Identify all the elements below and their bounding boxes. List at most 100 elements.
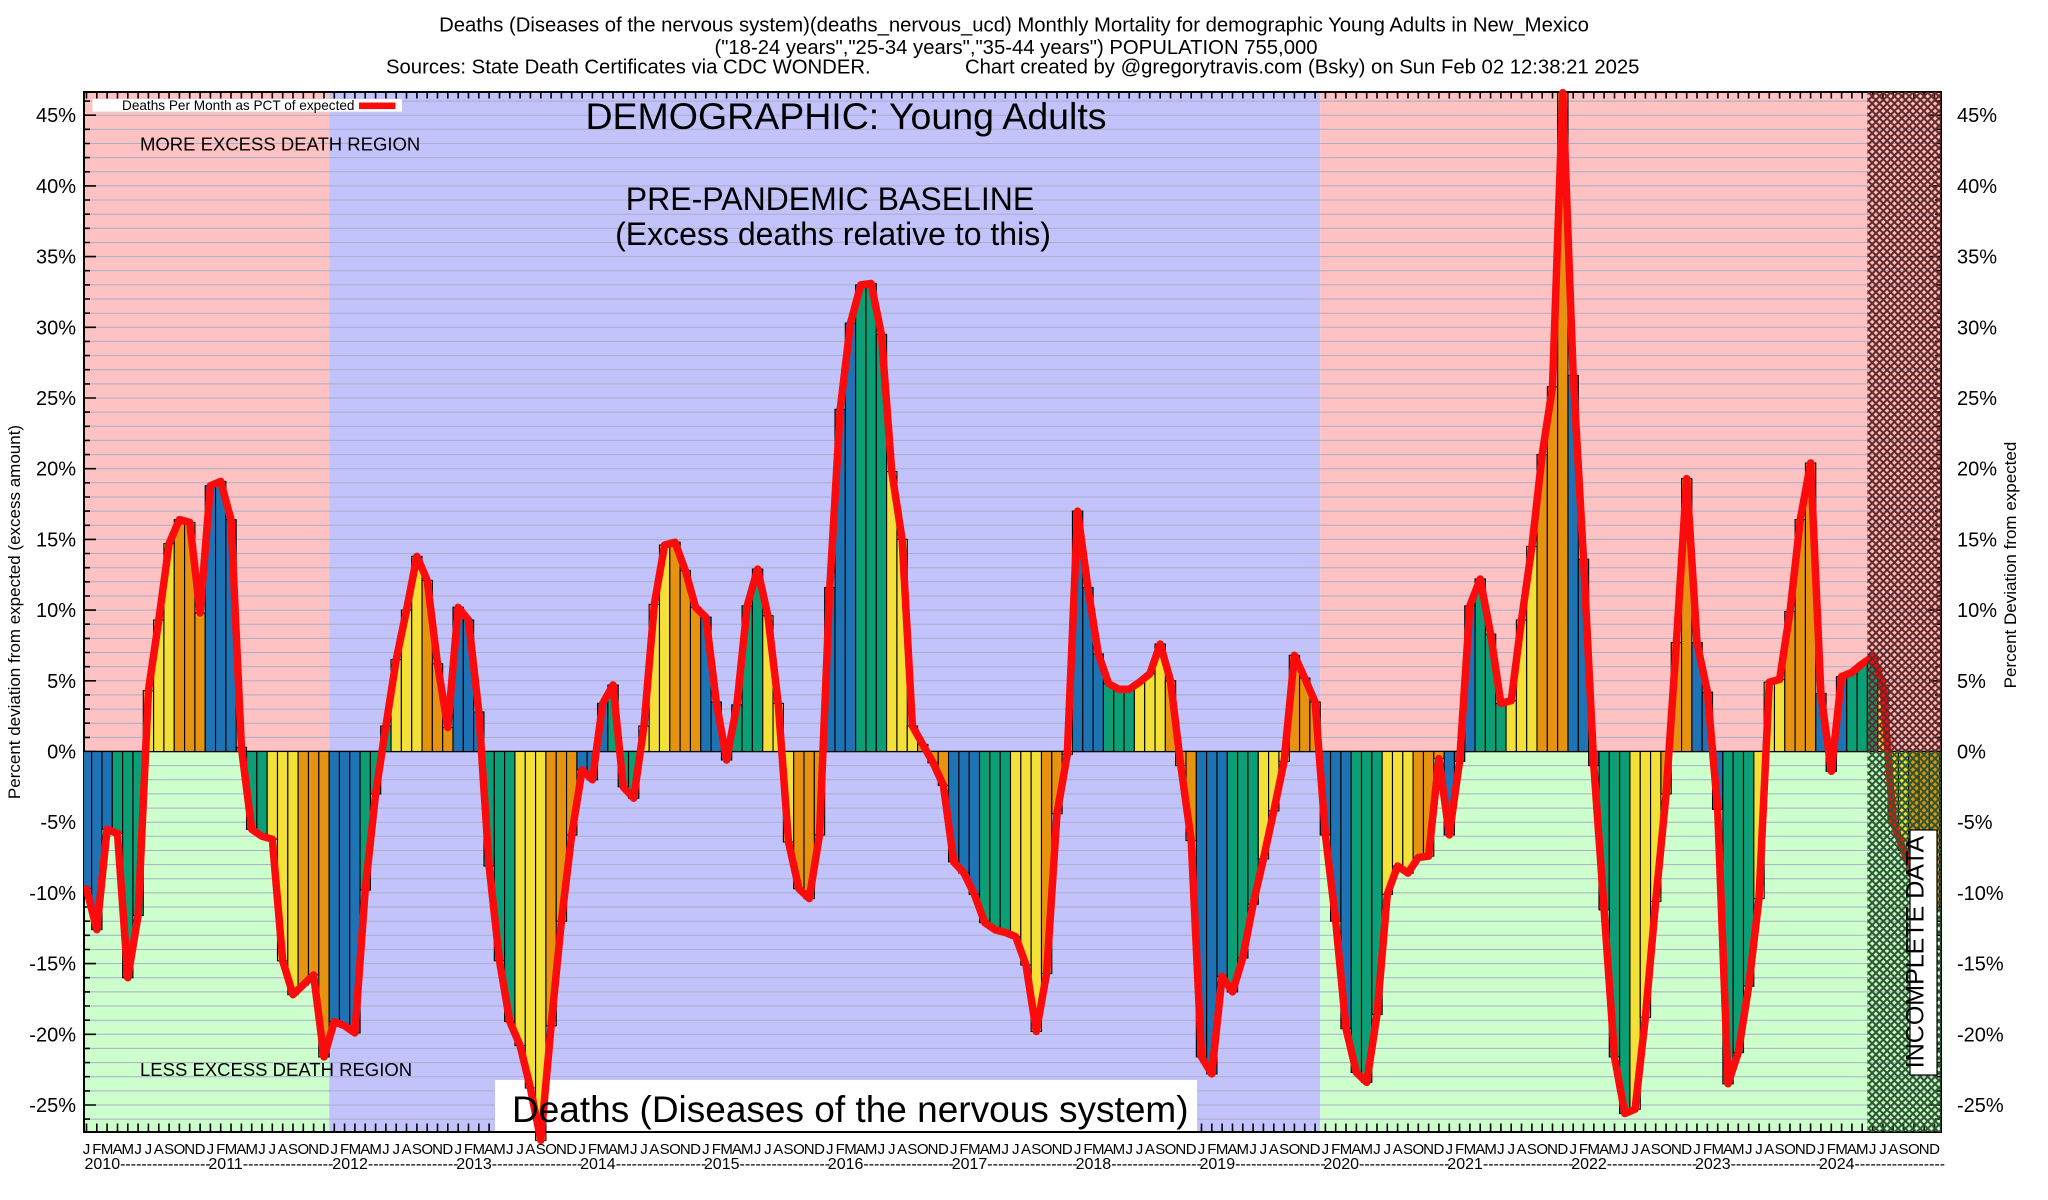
svg-text:N: N xyxy=(928,1141,939,1158)
svg-text:A: A xyxy=(360,1141,370,1158)
svg-text:O: O xyxy=(1165,1141,1177,1158)
svg-text:2024-----------------: 2024----------------- xyxy=(1819,1156,1945,1173)
svg-text:M: M xyxy=(1835,1141,1848,1158)
svg-text:A: A xyxy=(1516,1141,1526,1158)
svg-text:M: M xyxy=(1608,1141,1621,1158)
svg-text:D: D xyxy=(1062,1141,1073,1158)
svg-text:2020-----------------: 2020----------------- xyxy=(1323,1156,1449,1173)
svg-text:D: D xyxy=(195,1141,206,1158)
svg-text:S: S xyxy=(1527,1141,1537,1158)
svg-text:N: N xyxy=(556,1141,567,1158)
svg-text:N: N xyxy=(680,1141,691,1158)
svg-text:A: A xyxy=(154,1141,164,1158)
svg-text:A: A xyxy=(236,1141,246,1158)
svg-text:F: F xyxy=(712,1141,721,1158)
svg-text:J: J xyxy=(578,1141,586,1158)
svg-text:N: N xyxy=(1547,1141,1558,1158)
svg-text:J: J xyxy=(454,1141,462,1158)
svg-text:J: J xyxy=(1373,1141,1381,1158)
svg-text:A: A xyxy=(1227,1141,1237,1158)
svg-text:M: M xyxy=(1732,1141,1745,1158)
svg-text:J: J xyxy=(382,1141,390,1158)
svg-text:J: J xyxy=(950,1141,958,1158)
svg-text:N: N xyxy=(1795,1141,1806,1158)
svg-text:Percent deviation from expecte: Percent deviation from expected (excess … xyxy=(5,425,24,799)
svg-text:A: A xyxy=(1723,1141,1733,1158)
svg-text:J: J xyxy=(630,1141,638,1158)
svg-text:N: N xyxy=(1175,1141,1186,1158)
svg-text:15%: 15% xyxy=(36,529,76,551)
svg-text:J: J xyxy=(1879,1141,1887,1158)
svg-text:J: J xyxy=(1074,1141,1082,1158)
svg-text:20%: 20% xyxy=(1957,459,1997,481)
svg-text:S: S xyxy=(783,1141,793,1158)
svg-text:J: J xyxy=(1322,1141,1330,1158)
svg-text:M: M xyxy=(1237,1141,1250,1158)
svg-text:Percent Deviation from expecte: Percent Deviation from expected xyxy=(2001,442,2020,689)
svg-text:Deaths (Diseases of the nervou: Deaths (Diseases of the nervous system)(… xyxy=(439,15,1589,37)
svg-text:-5%: -5% xyxy=(40,812,76,834)
svg-text:M: M xyxy=(1113,1141,1126,1158)
svg-text:MORE EXCESS DEATH REGION: MORE EXCESS DEATH REGION xyxy=(140,134,420,155)
svg-text:A: A xyxy=(112,1141,122,1158)
svg-text:O: O xyxy=(1536,1141,1548,1158)
svg-text:M: M xyxy=(844,1141,857,1158)
svg-text:A: A xyxy=(732,1141,742,1158)
svg-text:-15%: -15% xyxy=(29,954,76,976)
svg-text:2011-----------------: 2011----------------- xyxy=(208,1156,333,1173)
svg-text:-15%: -15% xyxy=(1957,954,2004,976)
svg-text:J: J xyxy=(1631,1141,1639,1158)
svg-text:F: F xyxy=(1207,1141,1216,1158)
svg-text:F: F xyxy=(216,1141,225,1158)
svg-text:J: J xyxy=(1755,1141,1763,1158)
svg-text:J: J xyxy=(516,1141,524,1158)
svg-text:J: J xyxy=(269,1141,277,1158)
svg-text:10%: 10% xyxy=(36,600,76,622)
svg-text:O: O xyxy=(669,1141,681,1158)
svg-text:D: D xyxy=(319,1141,330,1158)
svg-text:2010-----------------: 2010----------------- xyxy=(85,1156,211,1173)
svg-text:N: N xyxy=(804,1141,815,1158)
svg-text:J: J xyxy=(764,1141,772,1158)
svg-text:M: M xyxy=(473,1141,486,1158)
svg-text:40%: 40% xyxy=(1957,176,1997,198)
svg-text:M: M xyxy=(1711,1141,1724,1158)
svg-text:J: J xyxy=(1869,1141,1877,1158)
svg-text:J: J xyxy=(878,1141,886,1158)
svg-text:J: J xyxy=(1745,1141,1753,1158)
svg-text:J: J xyxy=(258,1141,266,1158)
svg-text:S: S xyxy=(288,1141,298,1158)
svg-text:2023-----------------: 2023----------------- xyxy=(1695,1156,1821,1173)
svg-text:("18-24 years","25-34 years",": ("18-24 years","25-34 years","35-44 year… xyxy=(714,37,1317,59)
svg-text:D: D xyxy=(1929,1141,1940,1158)
svg-text:D: D xyxy=(938,1141,949,1158)
svg-text:M: M xyxy=(989,1141,1002,1158)
svg-text:-10%: -10% xyxy=(29,883,76,905)
svg-text:O: O xyxy=(1784,1141,1796,1158)
svg-text:N: N xyxy=(308,1141,319,1158)
svg-text:LESS EXCESS DEATH REGION: LESS EXCESS DEATH REGION xyxy=(140,1059,412,1080)
svg-text:S: S xyxy=(1155,1141,1165,1158)
svg-text:A: A xyxy=(1475,1141,1485,1158)
svg-text:M: M xyxy=(1464,1141,1477,1158)
svg-text:M: M xyxy=(720,1141,733,1158)
svg-text:35%: 35% xyxy=(1957,247,1997,269)
svg-text:O: O xyxy=(1412,1141,1424,1158)
svg-text:-10%: -10% xyxy=(1957,883,2004,905)
svg-text:2013-----------------: 2013----------------- xyxy=(456,1156,582,1173)
svg-text:S: S xyxy=(1898,1141,1908,1158)
svg-text:O: O xyxy=(174,1141,186,1158)
svg-text:J: J xyxy=(1384,1141,1392,1158)
svg-text:2014-----------------: 2014----------------- xyxy=(580,1156,706,1173)
svg-text:M: M xyxy=(1588,1141,1601,1158)
svg-text:S: S xyxy=(1403,1141,1413,1158)
svg-text:5%: 5% xyxy=(47,671,76,693)
svg-text:J: J xyxy=(1002,1141,1010,1158)
svg-text:2015-----------------: 2015----------------- xyxy=(704,1156,830,1173)
svg-text:A: A xyxy=(773,1141,783,1158)
svg-text:A: A xyxy=(525,1141,535,1158)
svg-text:O: O xyxy=(421,1141,433,1158)
svg-text:2021-----------------: 2021----------------- xyxy=(1447,1156,1573,1173)
svg-text:A: A xyxy=(1021,1141,1031,1158)
svg-text:J: J xyxy=(1136,1141,1144,1158)
